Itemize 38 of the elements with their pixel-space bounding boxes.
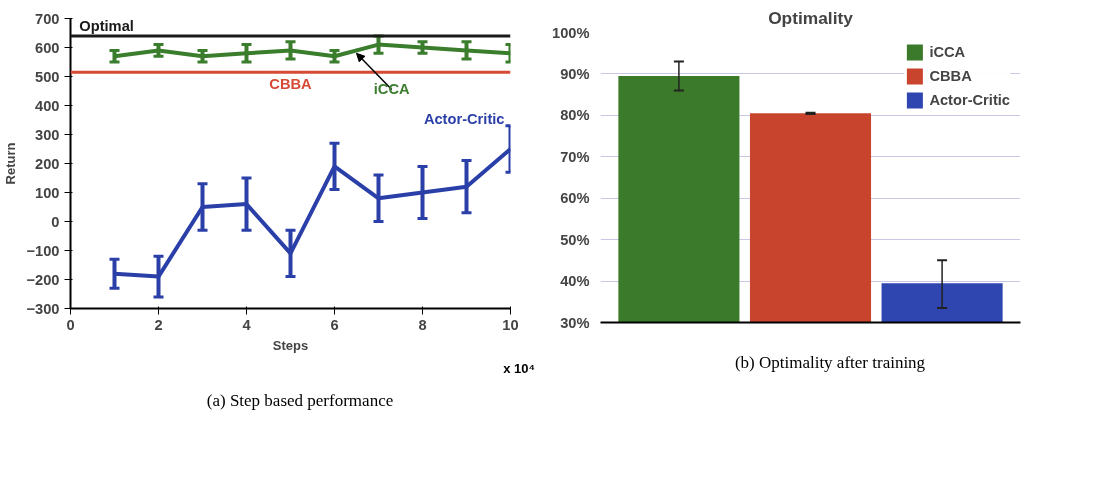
y-axis-title: Return xyxy=(3,142,19,185)
legend-label: CBBA xyxy=(929,68,972,84)
x-tick-label: 6 xyxy=(330,316,339,333)
y-tick-label: 70% xyxy=(560,148,590,165)
text: (b) Optimality after training xyxy=(734,352,926,374)
chart-title: Optimality xyxy=(768,7,854,28)
x-tick-label: 4 xyxy=(242,316,252,333)
x-tick-label: 8 xyxy=(418,316,427,333)
y-tick-label: 80% xyxy=(560,107,590,124)
y-tick-label: −100 xyxy=(26,242,60,259)
y-tick-label: 200 xyxy=(35,155,60,172)
y-tick-label: −200 xyxy=(26,271,60,288)
y-tick-label: 400 xyxy=(35,97,60,114)
y-tick-label: 0 xyxy=(51,213,60,230)
ref-line-label: Optimal xyxy=(79,17,134,34)
y-tick-label: 60% xyxy=(560,190,590,207)
ref-line-label: CBBA xyxy=(269,76,313,93)
x-tick-label: 0 xyxy=(66,316,75,333)
y-tick-label: 600 xyxy=(35,39,60,56)
y-tick-label: −300 xyxy=(26,300,60,317)
y-tick-label: 50% xyxy=(560,231,590,248)
y-tick-label: 30% xyxy=(560,314,590,331)
y-tick-label: 700 xyxy=(35,10,60,27)
y-tick-label: 40% xyxy=(560,273,590,290)
y-tick-label: 300 xyxy=(35,126,60,143)
x-axis-title: Steps xyxy=(272,337,309,353)
text: iCCA xyxy=(373,80,411,97)
x-tick-label: 10 xyxy=(502,316,519,333)
y-tick-label: 100 xyxy=(35,184,60,201)
y-tick-label: 90% xyxy=(560,65,590,82)
text: (a) Step based performance xyxy=(206,389,394,412)
text: x 10⁴ xyxy=(503,360,535,378)
y-tick-label: 100% xyxy=(552,24,590,41)
legend-label: Actor-Critic xyxy=(929,92,1010,108)
series-label: Actor-Critic xyxy=(423,111,505,127)
legend-label: iCCA xyxy=(929,44,966,60)
x-tick-label: 2 xyxy=(154,316,163,333)
y-tick-label: 500 xyxy=(35,68,60,85)
